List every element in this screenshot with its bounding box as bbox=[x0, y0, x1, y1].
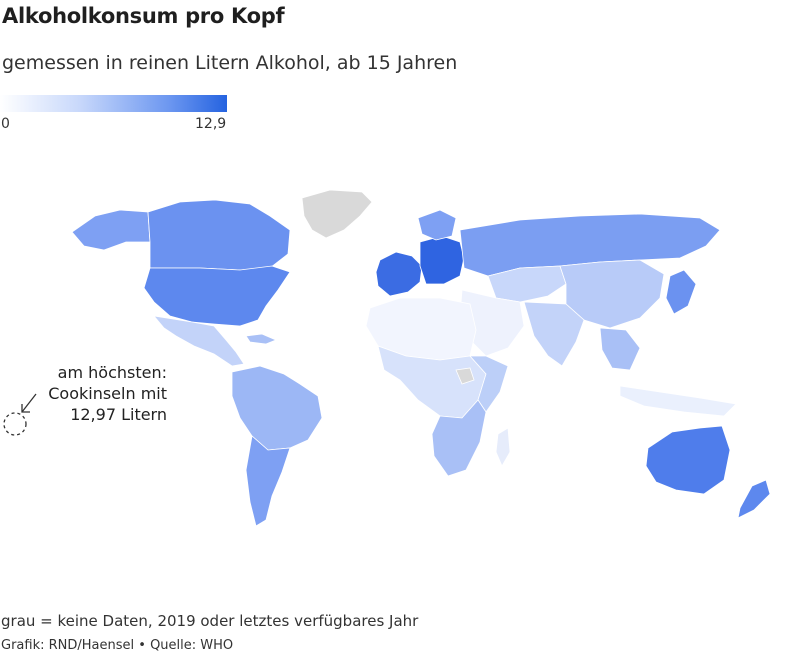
chart-title: Alkoholkonsum pro Kopf bbox=[2, 4, 285, 28]
annotation-line-1: am höchsten: bbox=[57, 363, 167, 382]
region-indonesia bbox=[619, 385, 737, 417]
region-scandinavia bbox=[417, 209, 457, 241]
region-south-asia bbox=[523, 301, 585, 367]
credit-line: Grafik: RND/Haensel • Quelle: WHO bbox=[1, 638, 233, 653]
region-new-zealand bbox=[737, 479, 771, 519]
region-south-america-north bbox=[231, 365, 323, 451]
region-south-america-south bbox=[245, 435, 291, 527]
region-europe-west bbox=[375, 251, 423, 297]
region-mexico bbox=[153, 315, 245, 367]
legend-min-label: 0 bbox=[1, 116, 10, 132]
region-australia bbox=[645, 425, 731, 495]
credit-source: Quelle: WHO bbox=[150, 638, 234, 653]
region-canada bbox=[147, 199, 291, 271]
legend-max-label: 12,9 bbox=[195, 116, 227, 132]
credit-separator: • bbox=[138, 638, 146, 653]
color-scale-legend bbox=[0, 95, 227, 112]
max-value-annotation: am höchsten: Cookinseln mit 12,97 Litern bbox=[0, 362, 167, 425]
world-map bbox=[3, 189, 771, 527]
region-southern-africa bbox=[431, 399, 487, 477]
region-alaska bbox=[71, 209, 151, 251]
region-caribbean bbox=[245, 333, 278, 345]
region-greenland bbox=[301, 189, 373, 239]
footnote: grau = keine Daten, 2019 oder letztes ve… bbox=[1, 612, 419, 630]
region-madagascar bbox=[495, 427, 511, 467]
annotation-line-3: 12,97 Litern bbox=[70, 405, 167, 424]
region-europe-east bbox=[419, 235, 465, 285]
chart-subtitle: gemessen in reinen Litern Alkohol, ab 15… bbox=[2, 52, 458, 74]
cook-islands-marker bbox=[3, 412, 27, 436]
region-southeast-asia bbox=[599, 327, 641, 371]
region-japan-korea bbox=[665, 269, 697, 315]
credit-graphic: Grafik: RND/Haensel bbox=[1, 638, 135, 653]
region-china bbox=[559, 259, 665, 329]
region-no-data-africa bbox=[455, 367, 475, 385]
arrow-pointer-icon bbox=[21, 393, 37, 413]
region-usa bbox=[143, 265, 291, 327]
annotation-line-2: Cookinseln mit bbox=[48, 384, 167, 403]
region-east-africa bbox=[469, 355, 509, 413]
